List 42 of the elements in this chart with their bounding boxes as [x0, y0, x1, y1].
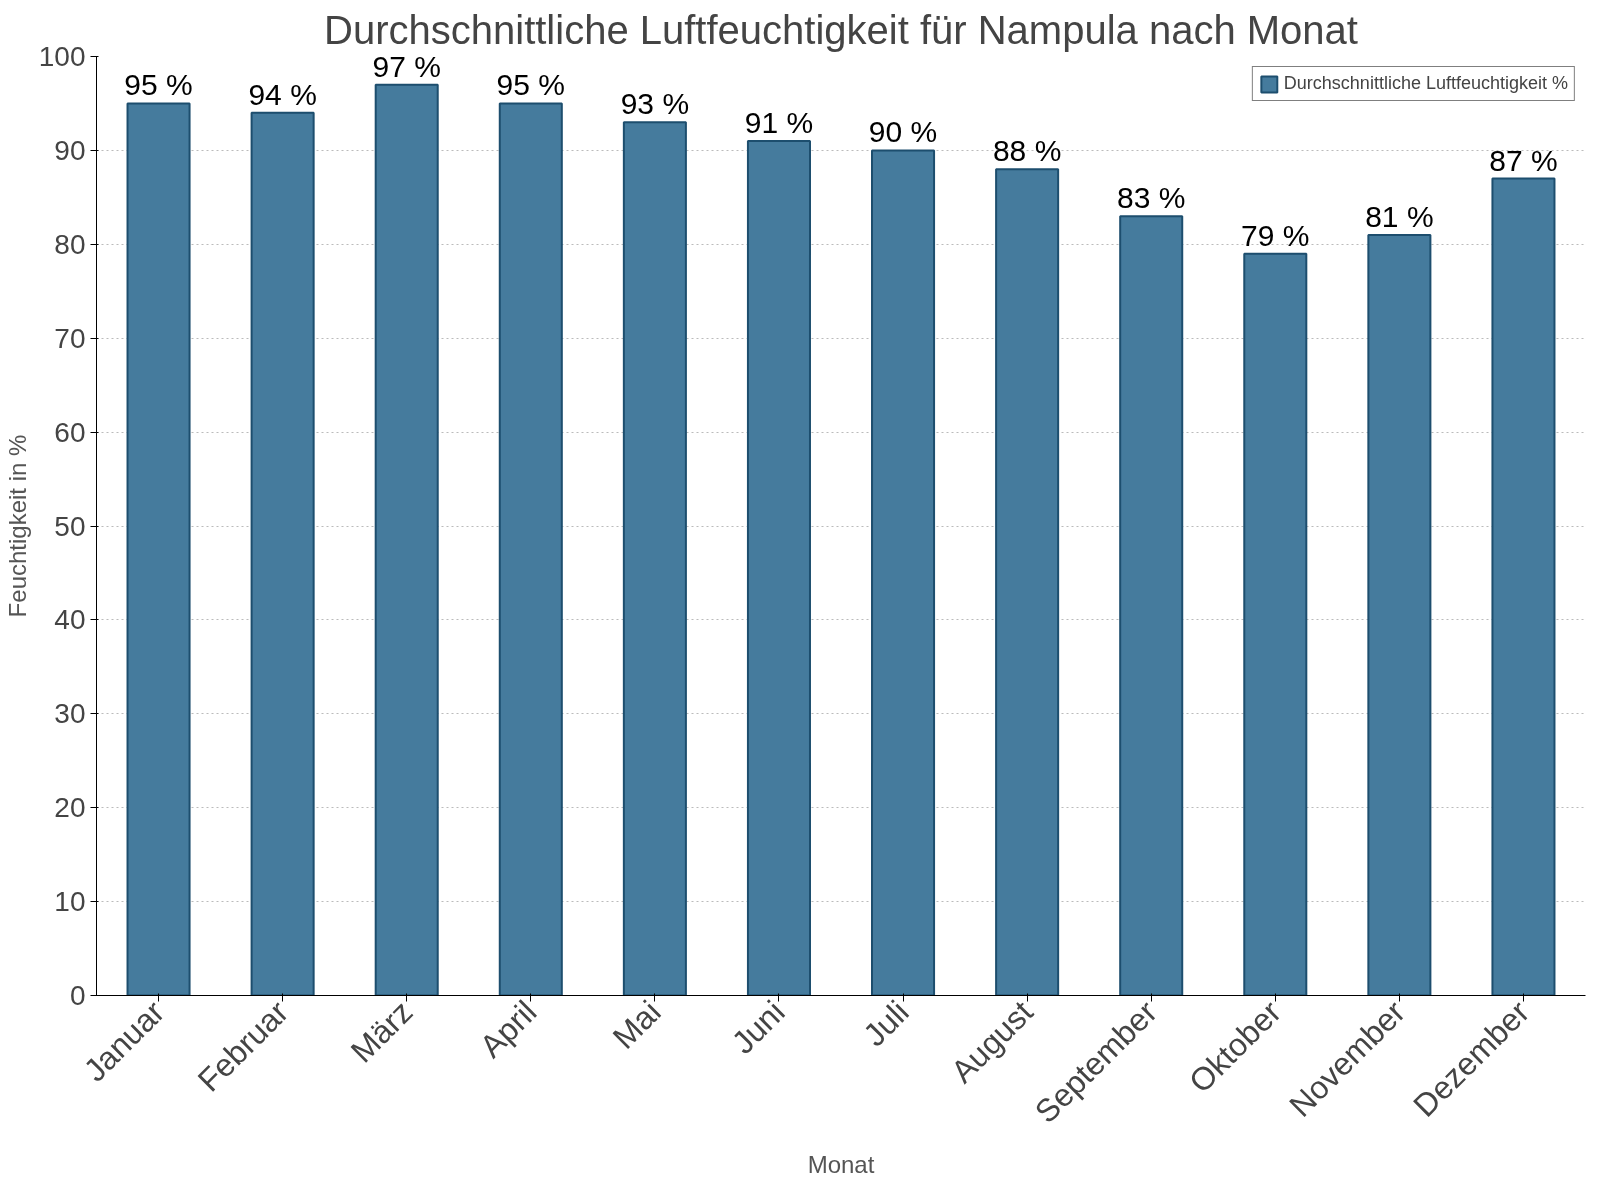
chart-title: Durchschnittliche Luftfeuchtigkeit für Nampula nach Monat [324, 7, 1358, 52]
bar [498, 102, 563, 996]
y-tick-label: 0 [69, 980, 86, 1011]
x-axis-title: Monat [807, 1150, 875, 1178]
data-label: 94 % [248, 77, 317, 111]
y-tick-label: 70 [54, 322, 86, 354]
bar [871, 149, 936, 996]
legend-label: Durchschnittliche Luftfeuchtigkeit % [1283, 73, 1568, 94]
data-label: 95 % [496, 68, 565, 102]
y-tick-label: 20 [54, 792, 86, 824]
bar [746, 140, 811, 996]
data-label: 95 % [124, 68, 193, 102]
bar [250, 111, 315, 996]
y-tick-label: 50 [54, 510, 86, 542]
bar [1119, 215, 1184, 996]
data-label: 83 % [1117, 181, 1186, 215]
x-tick-label: Juni [724, 993, 792, 1061]
data-label: 88 % [992, 134, 1062, 168]
data-label: 90 % [868, 115, 938, 149]
y-tick-label: 30 [54, 698, 86, 730]
bar [1491, 177, 1556, 996]
y-tick-label: 90 [54, 134, 86, 166]
data-label: 79 % [1241, 218, 1310, 252]
data-label: 97 % [372, 49, 441, 83]
data-label: 87 % [1489, 143, 1558, 177]
data-label: 91 % [744, 106, 814, 140]
bar [622, 121, 687, 996]
bar [126, 102, 191, 996]
x-tick-label: Mai [605, 993, 668, 1056]
data-label: 81 % [1365, 199, 1434, 233]
y-tick-label: 100 [38, 41, 86, 72]
y-axis-title: Feuchtigkeit in % [3, 434, 31, 618]
data-label: 93 % [620, 87, 690, 121]
x-tick-label: Juli [856, 993, 916, 1054]
bar [1243, 252, 1308, 996]
y-tick-label: 40 [54, 604, 86, 636]
bar [374, 83, 439, 996]
bar [1367, 233, 1432, 996]
bar [995, 168, 1060, 996]
y-tick-label: 80 [54, 228, 86, 260]
y-tick-label: 60 [54, 416, 86, 448]
y-tick-label: 10 [54, 886, 86, 918]
